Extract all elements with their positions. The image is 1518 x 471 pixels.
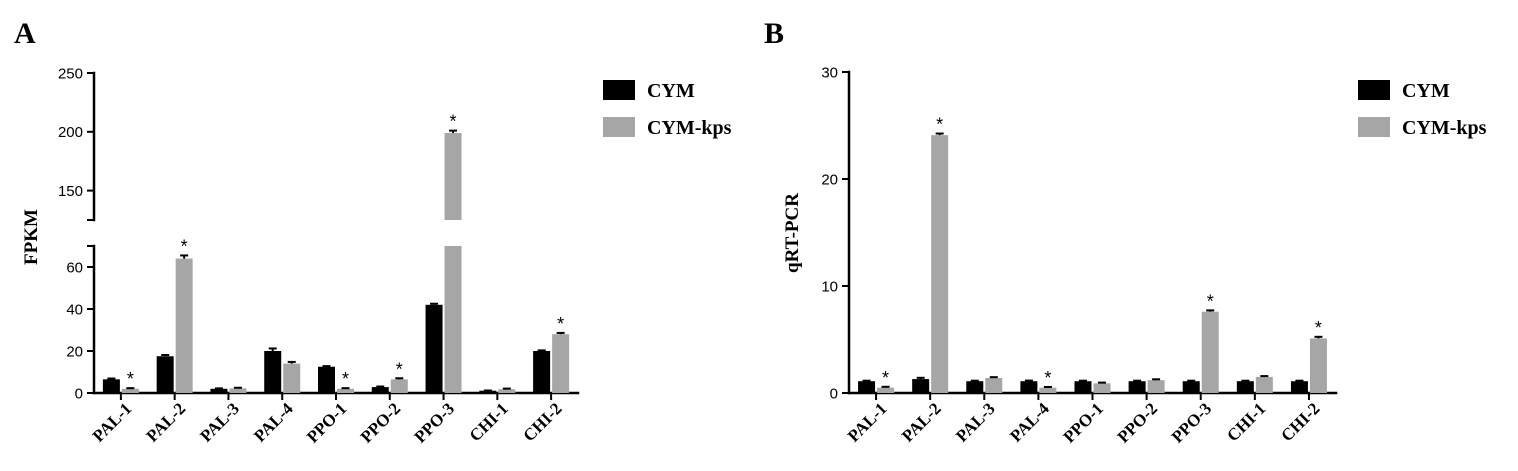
y-tick-label: 20 bbox=[821, 171, 838, 188]
y-tick-label: 40 bbox=[66, 301, 83, 318]
y-tick-label: 20 bbox=[66, 343, 83, 360]
significance-marker: * bbox=[1315, 318, 1322, 338]
bar-cym-pal-2 bbox=[156, 356, 174, 393]
bar-cym-pal-4 bbox=[264, 351, 282, 393]
legend-label-cym-kps: CYM-kps bbox=[647, 117, 732, 139]
significance-marker: * bbox=[127, 369, 134, 389]
bar-cym-pal-1 bbox=[858, 381, 876, 393]
y-tick-label: 150 bbox=[58, 183, 83, 200]
x-tick-label: PAL-4 bbox=[1006, 399, 1053, 446]
y-tick-label: 0 bbox=[830, 385, 838, 402]
bar-cym-kps-pal-1 bbox=[121, 388, 139, 393]
y-tick-label: 200 bbox=[58, 124, 83, 141]
bar-cym-chi-2 bbox=[1290, 381, 1308, 393]
x-tick-label: PPO-2 bbox=[1114, 399, 1161, 446]
y-tick-label: 0 bbox=[75, 385, 83, 402]
bar-cym-kps-pal-3 bbox=[229, 388, 247, 393]
y-tick-label: 10 bbox=[821, 278, 838, 295]
bar-cym-pal-1 bbox=[102, 379, 120, 393]
bar-cym-ppo-2 bbox=[371, 387, 389, 393]
x-tick-label: PAL-2 bbox=[898, 399, 945, 446]
bar-cym-kps-pal-3 bbox=[985, 378, 1003, 393]
significance-marker: * bbox=[342, 369, 349, 389]
legend-swatch-cym-kps bbox=[1358, 117, 1390, 137]
bar-cym-kps-ppo-2 bbox=[390, 379, 408, 393]
bar-cym-pal-4 bbox=[1020, 381, 1038, 393]
bar-cym-kps-ppo-3-lower bbox=[444, 246, 462, 393]
plot-area: 0 10 20 30 PAL-1 * PAL-2 * PAL-3 PAL-4 * PPO-1 PPO-2… bbox=[821, 64, 1338, 447]
bar-cym-pal-3 bbox=[210, 388, 228, 393]
y-tick-label: 250 bbox=[58, 65, 83, 82]
significance-marker: * bbox=[450, 112, 457, 132]
x-tick-label: CHI-1 bbox=[1223, 399, 1269, 445]
x-tick-label: PAL-4 bbox=[250, 399, 297, 446]
significance-marker: * bbox=[882, 368, 889, 388]
bar-cym-kps-ppo-3-upper bbox=[444, 132, 462, 220]
bar-cym-kps-ppo-3 bbox=[1201, 311, 1219, 393]
significance-marker: * bbox=[396, 359, 403, 379]
x-tick-label: PAL-1 bbox=[844, 399, 891, 446]
legend-swatch-cym bbox=[603, 80, 635, 100]
legend-label-cym: CYM bbox=[1402, 80, 1450, 102]
legend-label-cym: CYM bbox=[647, 80, 695, 102]
x-tick-label: PPO-1 bbox=[1059, 399, 1106, 446]
bar-cym-kps-chi-1 bbox=[498, 389, 516, 393]
y-axis-title: qRT-PCR bbox=[782, 193, 803, 273]
bar-cym-kps-ppo-1 bbox=[337, 388, 354, 393]
bar-cym-kps-pal-4 bbox=[283, 363, 301, 393]
significance-marker: * bbox=[181, 236, 188, 256]
legend: CYM CYM-kps bbox=[1358, 80, 1487, 139]
y-tick-label: 30 bbox=[821, 64, 838, 81]
y-tick-label: 60 bbox=[66, 259, 83, 276]
bar-cym-chi-2 bbox=[533, 351, 551, 393]
panel-b: B qRT-PCR CYM CYM-kps 0 10 20 30 PAL-1 * PAL-2… bbox=[764, 17, 1487, 447]
x-tick-label: PPO-2 bbox=[357, 399, 404, 446]
panel-label: B bbox=[764, 17, 784, 50]
panel-a: A FPKM CYM CYM-kps 0 20 40 60 150 200 250 PAL-1… bbox=[14, 17, 732, 447]
legend-swatch-cym bbox=[1358, 80, 1390, 100]
bar-cym-kps-pal-4 bbox=[1039, 387, 1057, 393]
y-axis-title: FPKM bbox=[21, 209, 42, 265]
bar-cym-chi-1 bbox=[1236, 381, 1254, 393]
bar-cym-kps-chi-2 bbox=[552, 334, 570, 393]
bar-cym-ppo-1 bbox=[318, 366, 335, 393]
x-tick-label: PAL-3 bbox=[952, 399, 999, 446]
bar-cym-kps-pal-1 bbox=[877, 387, 895, 393]
significance-marker: * bbox=[936, 115, 943, 135]
significance-marker: * bbox=[1044, 368, 1051, 388]
bar-cym-ppo-2 bbox=[1128, 381, 1146, 393]
significance-marker: * bbox=[557, 314, 564, 334]
bar-cym-ppo-3 bbox=[425, 304, 443, 393]
bar-cym-kps-pal-2 bbox=[175, 258, 193, 393]
significance-marker: * bbox=[1207, 291, 1214, 311]
x-tick-label: CHI-2 bbox=[519, 399, 565, 445]
x-tick-label: PPO-3 bbox=[1168, 399, 1215, 446]
bar-cym-pal-3 bbox=[966, 381, 984, 393]
legend-swatch-cym-kps bbox=[603, 117, 635, 137]
x-tick-label: PAL-1 bbox=[89, 399, 136, 446]
legend: CYM CYM-kps bbox=[603, 80, 732, 139]
panel-label: A bbox=[14, 17, 36, 50]
bar-cym-ppo-3 bbox=[1182, 381, 1200, 393]
legend-label-cym-kps: CYM-kps bbox=[1402, 117, 1487, 139]
bar-cym-pal-2 bbox=[912, 379, 930, 393]
x-tick-label: PPO-3 bbox=[411, 399, 458, 446]
bar-cym-kps-chi-2 bbox=[1309, 338, 1327, 393]
bar-cym-ppo-1 bbox=[1074, 381, 1092, 393]
x-tick-label: PAL-2 bbox=[143, 399, 190, 446]
bar-cym-kps-ppo-1 bbox=[1093, 383, 1111, 393]
x-tick-label: CHI-1 bbox=[466, 399, 512, 445]
bar-cym-kps-pal-2 bbox=[931, 135, 949, 393]
x-tick-label: CHI-2 bbox=[1277, 399, 1323, 445]
bar-cym-kps-chi-1 bbox=[1255, 376, 1273, 393]
x-tick-label: PAL-3 bbox=[196, 399, 243, 446]
bar-cym-chi-1 bbox=[479, 390, 497, 393]
x-tick-label: PPO-1 bbox=[303, 399, 350, 446]
bar-cym-kps-ppo-2 bbox=[1147, 380, 1165, 393]
